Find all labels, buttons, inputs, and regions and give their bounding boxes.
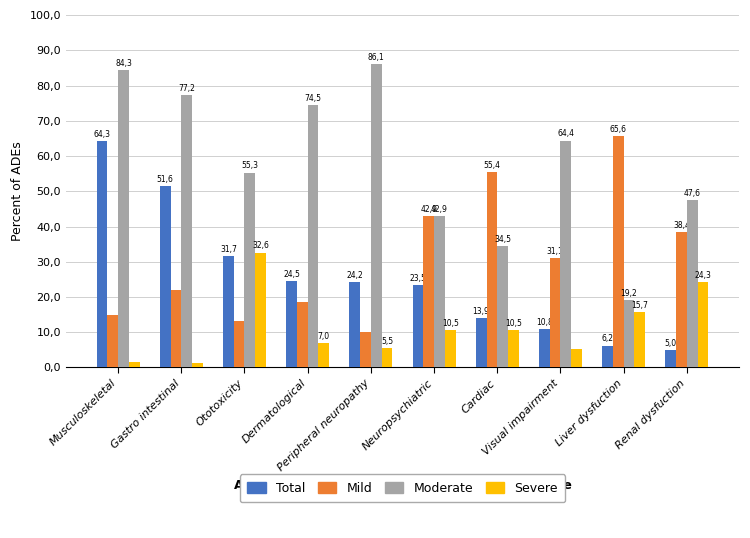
Bar: [476, 318, 487, 367]
Bar: [487, 172, 497, 367]
Bar: [255, 252, 266, 367]
Bar: [676, 232, 687, 367]
X-axis label: Adverse Drug Events by body system and grade: Adverse Drug Events by body system and g…: [233, 479, 572, 492]
Bar: [160, 186, 170, 367]
Text: 15,7: 15,7: [632, 301, 648, 310]
Text: 86,1: 86,1: [368, 53, 385, 62]
Text: 10,5: 10,5: [442, 320, 458, 328]
Bar: [687, 200, 698, 367]
Bar: [244, 173, 255, 367]
Bar: [170, 291, 182, 367]
Bar: [308, 105, 319, 367]
Text: 5,0: 5,0: [664, 339, 676, 348]
Bar: [182, 95, 192, 367]
Text: 64,3: 64,3: [94, 130, 110, 139]
Text: 24,5: 24,5: [283, 270, 300, 279]
Bar: [445, 330, 455, 367]
Bar: [497, 246, 508, 367]
Text: 51,6: 51,6: [157, 174, 173, 183]
Text: 74,5: 74,5: [304, 94, 322, 103]
Text: 55,4: 55,4: [483, 161, 500, 170]
Text: 55,3: 55,3: [242, 161, 258, 171]
Text: 65,6: 65,6: [610, 125, 627, 134]
Text: 34,5: 34,5: [494, 235, 511, 244]
Bar: [223, 256, 234, 367]
Text: 7,0: 7,0: [318, 331, 330, 341]
Bar: [613, 136, 624, 367]
Bar: [370, 64, 382, 367]
Bar: [550, 258, 560, 367]
Bar: [634, 312, 645, 367]
Text: 32,6: 32,6: [252, 242, 269, 251]
Bar: [413, 285, 423, 367]
Text: 10,8: 10,8: [536, 318, 553, 327]
Text: 38,4: 38,4: [673, 221, 690, 230]
Bar: [698, 282, 708, 367]
Text: 42,9: 42,9: [420, 205, 437, 214]
Text: 64,4: 64,4: [557, 130, 574, 138]
Text: 77,2: 77,2: [178, 84, 195, 93]
Text: 5,5: 5,5: [381, 337, 393, 346]
Bar: [319, 343, 329, 367]
Y-axis label: Percent of ADEs: Percent of ADEs: [11, 141, 24, 241]
Bar: [97, 141, 107, 367]
Bar: [286, 281, 297, 367]
Text: 13,9: 13,9: [472, 307, 490, 316]
Text: 19,2: 19,2: [620, 289, 638, 298]
Bar: [572, 350, 582, 367]
Bar: [560, 140, 572, 367]
Bar: [382, 348, 392, 367]
Bar: [665, 350, 676, 367]
Bar: [539, 329, 550, 367]
Bar: [624, 300, 634, 367]
Bar: [423, 216, 434, 367]
Text: 23,5: 23,5: [410, 273, 427, 282]
Text: 84,3: 84,3: [115, 59, 132, 68]
Text: 47,6: 47,6: [684, 189, 700, 197]
Bar: [434, 216, 445, 367]
Text: 42,9: 42,9: [431, 205, 448, 214]
Bar: [360, 332, 370, 367]
Text: 31,7: 31,7: [220, 245, 237, 253]
Bar: [107, 315, 118, 367]
Legend: Total, Mild, Moderate, Severe: Total, Mild, Moderate, Severe: [239, 474, 566, 502]
Text: 24,3: 24,3: [694, 271, 711, 280]
Bar: [234, 321, 244, 367]
Bar: [129, 362, 140, 367]
Bar: [297, 302, 307, 367]
Bar: [350, 282, 360, 367]
Text: 24,2: 24,2: [346, 271, 363, 280]
Text: 31,1: 31,1: [547, 247, 563, 256]
Text: 10,5: 10,5: [505, 320, 522, 328]
Bar: [508, 330, 519, 367]
Bar: [118, 70, 129, 367]
Text: 6,2: 6,2: [602, 335, 613, 343]
Bar: [192, 363, 202, 367]
Bar: [602, 345, 613, 367]
